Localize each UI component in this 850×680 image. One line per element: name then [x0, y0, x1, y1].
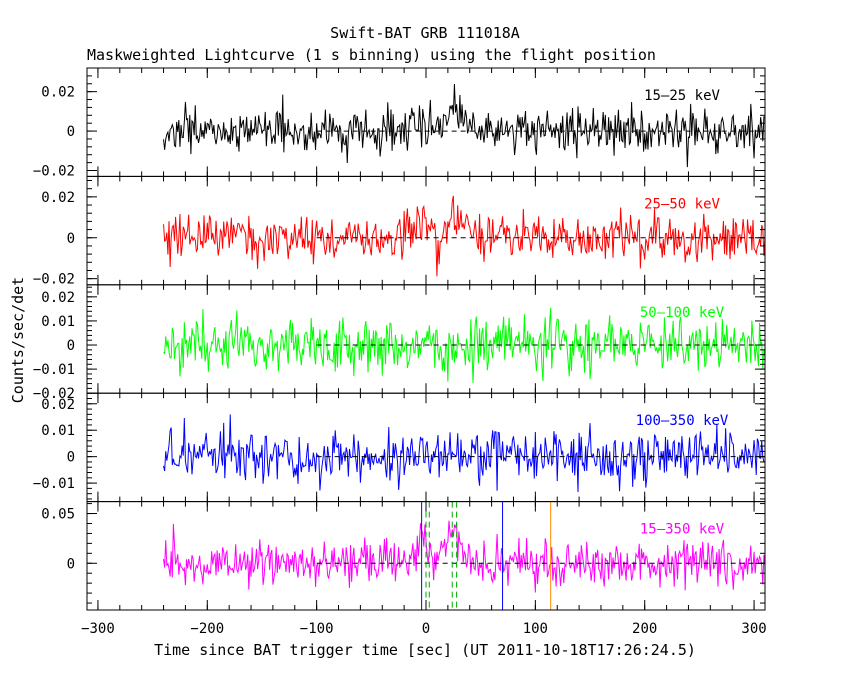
x-tick-label-6: 200 [632, 621, 657, 637]
y-tick-label-2-3: −0.02 [33, 272, 75, 288]
panel-2: 0.02 0 −0.02 25–50 keV [33, 175, 766, 288]
y-tick-label-4-1: 0.02 [41, 397, 75, 413]
y-tick-label-3-1: 0.02 [41, 290, 75, 306]
y-tick-label-1-2: 0 [67, 124, 75, 140]
y-tick-label-2-2: 0 [67, 231, 75, 247]
panel-3: 0.02 0.01 0 −0.01 −0.02 50–100 keV [33, 284, 766, 402]
panel-4: 0.02 0.01 0 −0.01 100–350 keV [33, 392, 766, 503]
y-tick-label-3-2: 0.01 [41, 314, 75, 330]
x-tick-label-2: −200 [190, 621, 224, 637]
x-tick-label-4: 0 [422, 621, 430, 637]
y-tick-label-4-2: 0.01 [41, 423, 75, 439]
x-tick-label-5: 100 [523, 621, 548, 637]
x-tick-label-1: −300 [81, 621, 115, 637]
y-tick-label-5-2: 0 [67, 556, 75, 572]
y-tick-label-3-5: −0.02 [33, 386, 75, 402]
y-tick-label-1-3: −0.02 [33, 163, 75, 179]
panel-5: 0.05 0 15–350 keV [41, 501, 766, 611]
series-line-5 [163, 520, 765, 593]
y-tick-label-2-1: 0.02 [41, 190, 75, 206]
y-tick-label-4-3: 0 [67, 450, 75, 466]
y-tick-label-3-3: 0 [67, 338, 75, 354]
series-line-3 [163, 307, 765, 383]
series-line-1 [163, 83, 765, 168]
series-line-4 [163, 414, 765, 493]
series-line-2 [163, 195, 765, 277]
y-tick-label-3-4: −0.01 [33, 362, 75, 378]
y-axis-label: Counts/sec/det [9, 277, 27, 403]
panel-1: 0.02 0 −0.02 15–25 keV [33, 67, 766, 179]
chart-subtitle: Maskweighted Lightcurve (1 s binning) us… [87, 46, 656, 64]
x-tick-label-7: 300 [741, 621, 766, 637]
y-tick-label-5-1: 0.05 [41, 507, 75, 523]
band-label-2: 25–50 keV [644, 196, 720, 212]
band-label-4: 100–350 keV [636, 413, 729, 429]
band-label-5: 15–350 keV [640, 522, 725, 538]
x-axis-label: Time since BAT trigger time [sec] (UT 20… [154, 641, 696, 659]
panel-frame-1 [86, 67, 766, 177]
x-tick-label-3: −100 [300, 621, 334, 637]
x-axis: −300 −200 −100 0 100 200 300 [81, 621, 767, 637]
panel-frame-2 [86, 175, 766, 286]
chart-title: Swift-BAT GRB 111018A [330, 24, 520, 42]
y-tick-label-1-1: 0.02 [41, 85, 75, 101]
band-label-1: 15–25 keV [644, 88, 720, 104]
band-label-3: 50–100 keV [640, 305, 725, 321]
y-tick-label-4-4: −0.01 [33, 476, 75, 492]
